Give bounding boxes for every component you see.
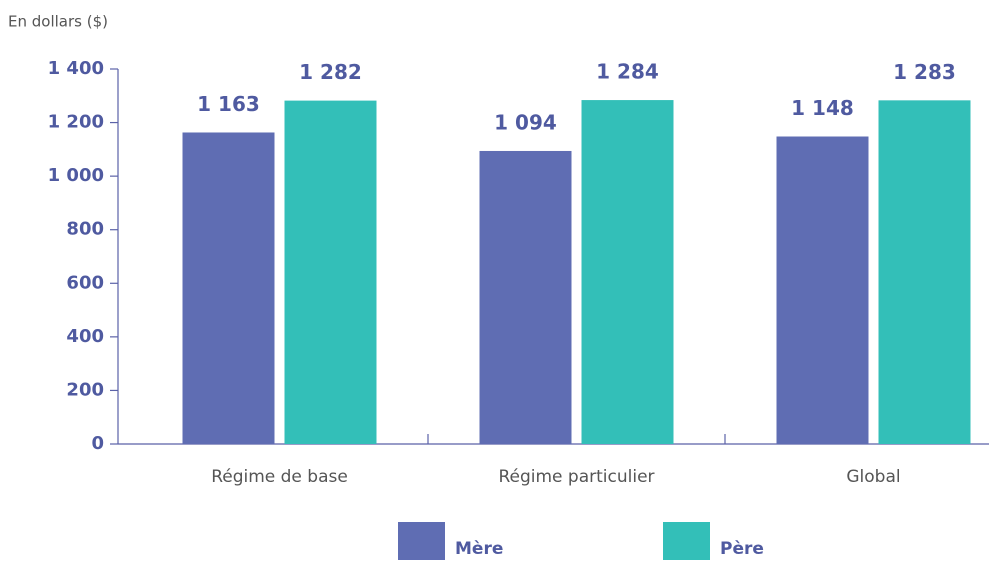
y-tick-label: 0 — [91, 433, 104, 454]
value-label: 1 094 — [494, 110, 557, 134]
bar — [776, 136, 869, 444]
value-label: 1 284 — [596, 60, 659, 84]
value-label: 1 282 — [299, 60, 362, 84]
bar — [182, 132, 275, 444]
y-tick-label: 400 — [66, 326, 104, 347]
legend-swatch — [663, 522, 710, 560]
y-tick-label: 600 — [66, 272, 104, 293]
legend-swatch — [398, 522, 445, 560]
y-tick-label: 1 200 — [48, 112, 104, 133]
x-tick-label: Régime particulier — [498, 467, 654, 487]
chart-subtitle: En dollars ($) — [8, 13, 108, 31]
y-tick-label: 1 400 — [48, 58, 104, 79]
x-tick-label: Régime de base — [211, 467, 348, 487]
bar — [284, 100, 377, 444]
value-label: 1 163 — [197, 92, 260, 116]
y-tick-label: 800 — [66, 219, 104, 240]
value-label: 1 148 — [791, 96, 854, 120]
bar — [479, 150, 572, 444]
x-tick-label: Global — [846, 467, 900, 487]
bar — [878, 100, 971, 444]
legend-label: Père — [720, 539, 764, 559]
legend-label: Mère — [455, 539, 503, 559]
y-tick-label: 1 000 — [48, 165, 104, 186]
value-label: 1 283 — [893, 60, 956, 84]
y-tick-label: 200 — [66, 379, 104, 400]
bar — [581, 100, 674, 445]
